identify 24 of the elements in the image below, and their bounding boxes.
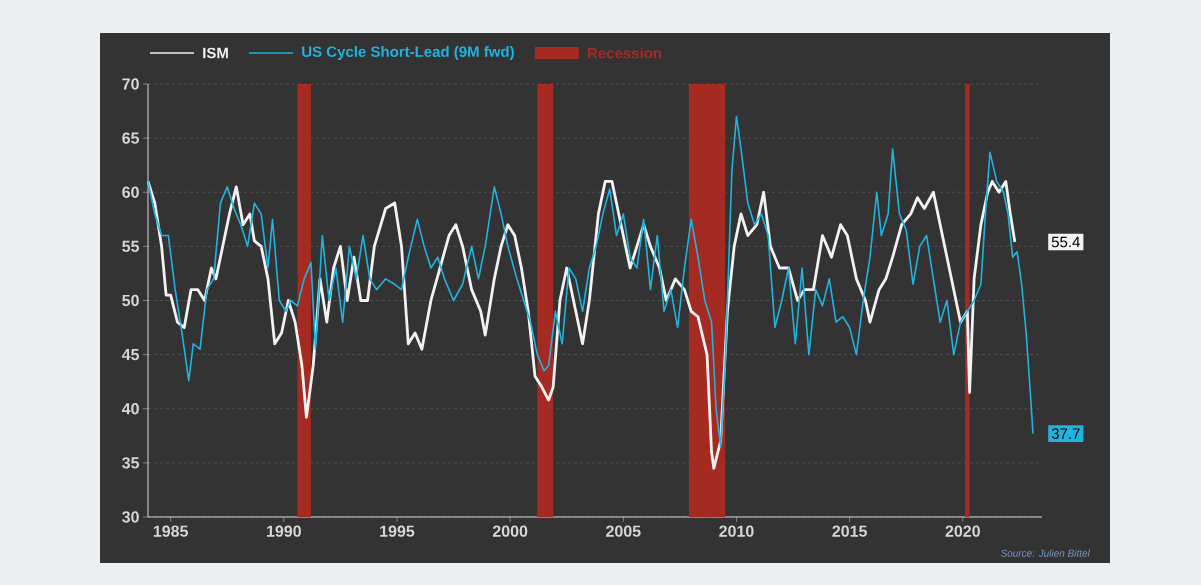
y-tick-label: 65 — [122, 132, 140, 144]
annotation: 55.4 — [1051, 236, 1080, 248]
y-tick-label: 50 — [122, 294, 139, 307]
y-tick-label: 70 — [122, 78, 139, 90]
x-tick-label: 2015 — [832, 525, 867, 537]
legend-label: ISM — [203, 47, 228, 59]
y-tick-label: 40 — [121, 403, 139, 415]
y-tick-label: 35 — [122, 457, 140, 469]
x-tick-label: 2020 — [945, 525, 980, 537]
x-tick-label: 1985 — [153, 525, 188, 537]
y-tick-label: 55 — [122, 240, 140, 252]
source-note: Source: Julien Bittel — [1000, 549, 1091, 557]
legend-label: Recession — [588, 47, 662, 59]
legend-label: US Cycle Short-Lead (9M fwd) — [302, 46, 514, 60]
annotation: 37.7 — [1051, 428, 1080, 439]
y-tick-label: 30 — [122, 511, 139, 523]
x-tick-label: 2010 — [719, 525, 754, 537]
y-tick-label: 45 — [121, 349, 140, 361]
x-tick-label: 1995 — [380, 525, 415, 537]
line-series — [147, 115, 1034, 448]
x-tick-label: 1990 — [267, 525, 301, 537]
y-tick-label: 60 — [122, 186, 139, 198]
x-tick-label: 2005 — [606, 525, 641, 537]
x-tick-label: 2000 — [492, 525, 528, 537]
